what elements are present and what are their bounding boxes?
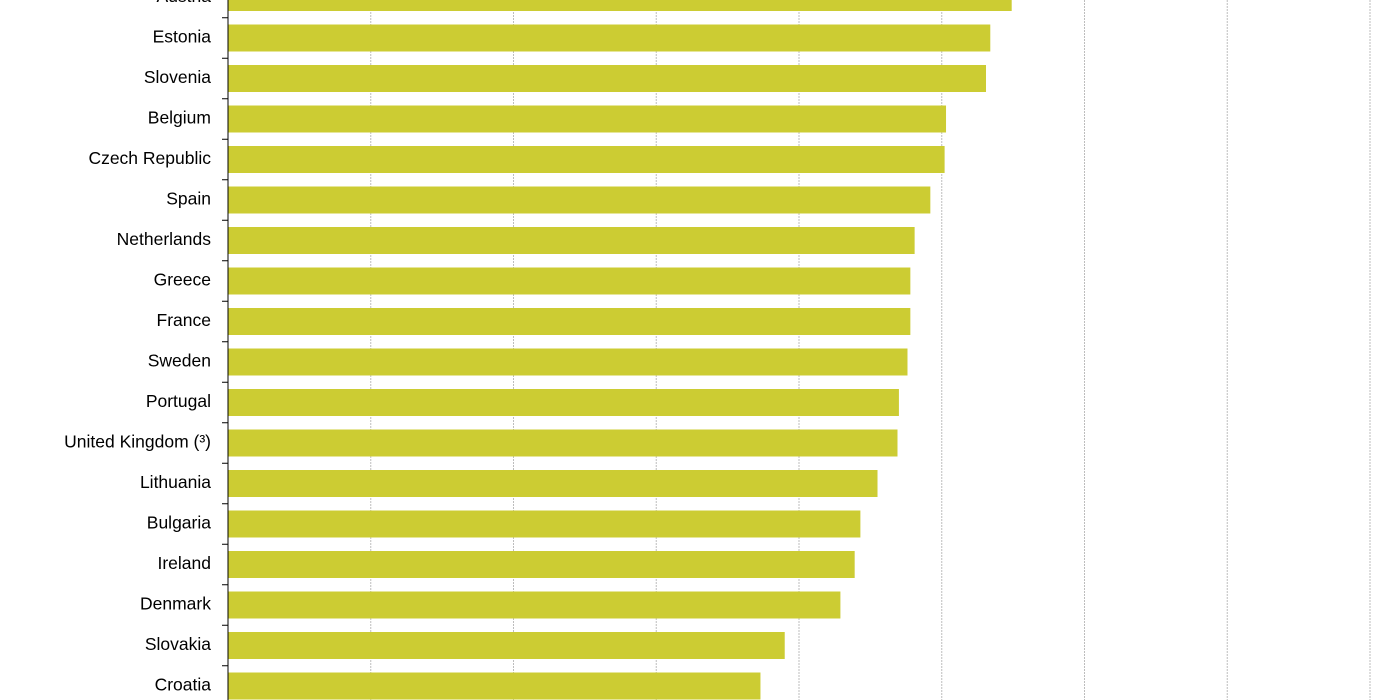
bar: [228, 389, 899, 416]
bar: [228, 429, 898, 457]
bar: [228, 146, 945, 173]
bar: [228, 0, 1012, 11]
bar: [228, 186, 931, 214]
y-tick-label: Slovakia: [145, 634, 211, 654]
y-tick-label: Greece: [154, 270, 211, 290]
bar: [228, 105, 947, 133]
bar: [228, 591, 841, 619]
y-tick-label: Spain: [166, 189, 211, 209]
bar: [228, 227, 915, 254]
y-tick-label: Sweden: [148, 351, 211, 371]
y-tick-label: Czech Republic: [88, 148, 211, 168]
bar: [228, 348, 908, 376]
y-tick-label: Lithuania: [140, 472, 211, 492]
bar: [228, 24, 991, 52]
y-tick-label: Portugal: [146, 391, 211, 411]
y-tick-label: Belgium: [148, 108, 211, 128]
bar: [228, 551, 855, 578]
y-tick-label: Bulgaria: [147, 513, 211, 533]
y-tick-label: Ireland: [157, 553, 211, 573]
bar: [228, 308, 911, 335]
bar: [228, 65, 987, 92]
y-tick-label: France: [157, 310, 211, 330]
bar: [228, 267, 911, 295]
bar: [228, 672, 761, 700]
y-tick-label: Slovenia: [144, 67, 211, 87]
y-tick-label: Netherlands: [117, 229, 212, 249]
y-tick-label: United Kingdom (³): [64, 432, 211, 452]
y-tick-label: Austria: [157, 0, 212, 6]
bar: [228, 632, 785, 659]
bar: [228, 510, 861, 538]
y-tick-label: Estonia: [153, 27, 212, 47]
y-tick-label: Denmark: [140, 594, 211, 614]
bar: [228, 470, 878, 497]
y-tick-label: Croatia: [155, 675, 212, 695]
